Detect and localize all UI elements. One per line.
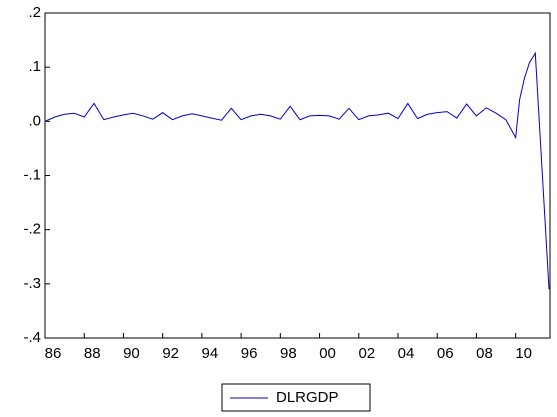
y-tick-label: -.4 [23,329,41,346]
x-tick-label: 86 [45,345,62,362]
x-tick-label: 02 [358,345,375,362]
x-tick-label: 94 [202,345,219,362]
x-tick-label: 98 [280,345,297,362]
plot-frame [44,12,551,339]
y-tick-label: -.3 [23,275,41,292]
x-tick-label: 00 [319,345,336,362]
x-tick-label: 08 [476,345,493,362]
y-tick-label: -.1 [23,166,41,183]
x-tick-label: 04 [398,345,415,362]
x-tick-label: 10 [515,345,532,362]
x-tick-label: 88 [84,345,101,362]
y-tick-label: .0 [28,112,41,129]
x-tick-label: 92 [162,345,179,362]
x-tick-label: 06 [437,345,454,362]
x-tick-label: 96 [241,345,258,362]
y-tick-label: .1 [28,58,41,75]
y-tick-label: -.2 [23,221,41,238]
data-line [44,51,550,290]
y-tick-label: .2 [28,4,41,21]
x-tick-label: 90 [123,345,140,362]
legend-label: DLRGDP [276,389,339,406]
